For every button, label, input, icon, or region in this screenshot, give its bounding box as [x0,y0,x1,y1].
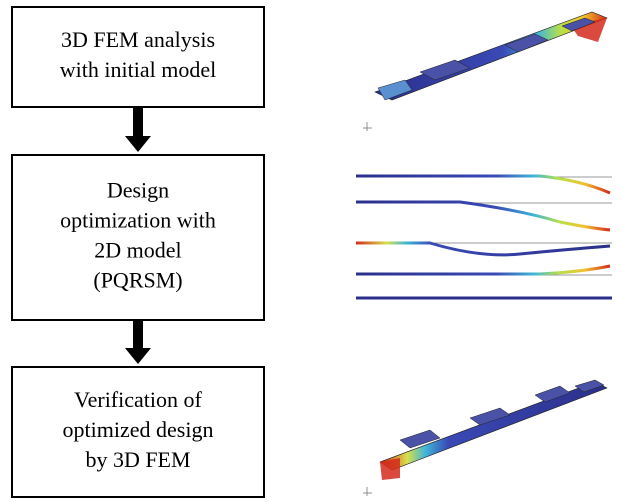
box-label: 3D FEM analysis [61,27,215,52]
box-label: 2D model [94,238,181,263]
page: 3D FEM analysis with initial model Design o… [0,0,623,502]
box-label: by 3D FEM [85,447,190,472]
box-label: optimization with [60,208,216,233]
box-label: with initial model [60,57,216,82]
box-label: optimized design [63,417,214,442]
box-label: Verification of [74,387,202,412]
box-label: (PQRSM) [93,268,182,293]
fem-3d-optimized [363,380,607,496]
fem-2d-shapes [356,176,612,298]
arrow [125,107,151,152]
arrow [125,320,151,364]
fem-3d-initial [363,12,607,131]
box-label: Design [107,178,169,203]
